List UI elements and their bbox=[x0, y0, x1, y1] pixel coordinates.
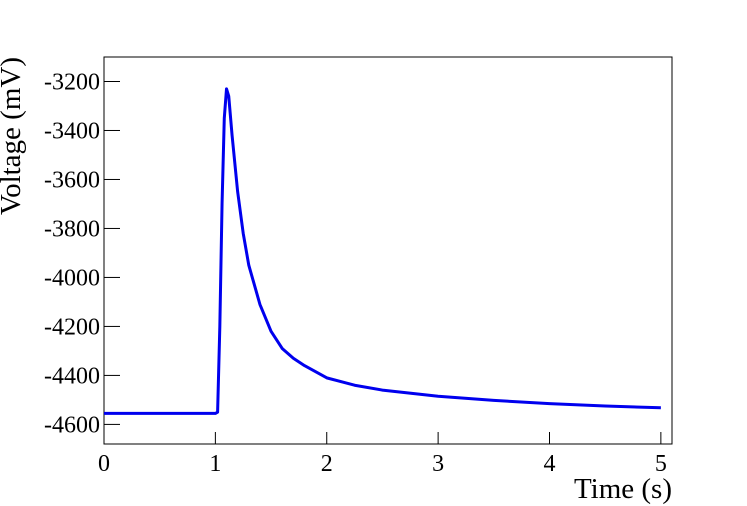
x-axis-label: Time (s) bbox=[574, 473, 672, 505]
y-tick-label: -3800 bbox=[44, 216, 100, 242]
y-tick-label: -3600 bbox=[44, 167, 100, 193]
x-tick-label: 3 bbox=[432, 451, 444, 477]
x-tick-label: 5 bbox=[655, 451, 667, 477]
y-tick-label: -4600 bbox=[44, 412, 100, 438]
x-tick-label: 2 bbox=[321, 451, 333, 477]
plot-frame bbox=[103, 56, 673, 445]
y-tick-label: -4000 bbox=[44, 265, 100, 291]
y-axis-label: Voltage (mV) bbox=[0, 57, 27, 215]
y-tick-label: -3200 bbox=[44, 69, 100, 95]
data-line bbox=[104, 87, 661, 415]
y-tick-label: -4400 bbox=[44, 363, 100, 389]
y-tick-label: -3400 bbox=[44, 118, 100, 144]
x-tick-label: 4 bbox=[543, 451, 555, 477]
x-tick-label: 1 bbox=[209, 451, 221, 477]
x-tick-label: 0 bbox=[98, 451, 110, 477]
y-tick-label: -4200 bbox=[44, 314, 100, 340]
